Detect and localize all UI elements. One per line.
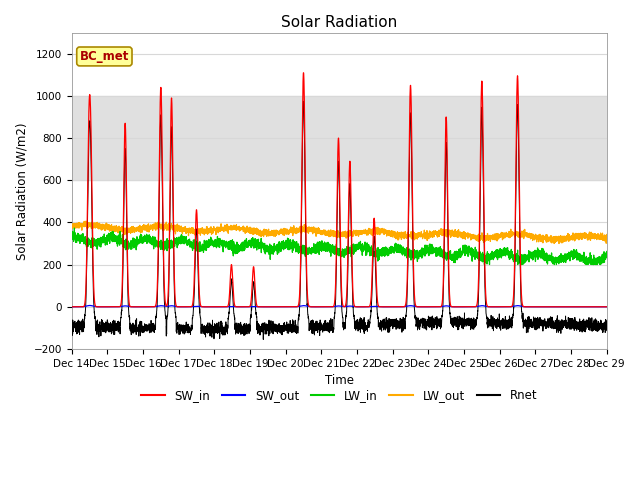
SW_in [164,297,172,303]
Rnet [429,316,437,322]
LW_out [459,231,467,237]
Rnet [319,325,327,331]
Rnet [164,309,172,315]
Line: Rnet: Rnet [72,101,607,339]
SW_in [602,304,610,310]
LW_in [459,246,467,252]
Rnet [259,336,267,342]
LW_in [429,250,437,256]
SW_out [319,304,327,310]
Line: SW_in: SW_in [72,73,607,307]
SW_out [164,303,172,309]
LW_out [164,224,172,229]
LW_in [68,234,76,240]
LW_in [319,245,327,251]
SW_out [459,304,467,310]
LW_in [602,251,610,256]
LW_out [603,232,611,238]
SW_out [490,304,497,310]
SW_in [576,304,584,310]
LW_out [319,230,327,236]
Bar [72,96,607,180]
Line: LW_out: LW_out [72,221,607,243]
X-axis label: Time: Time [324,374,354,387]
SW_in [429,304,437,310]
SW_out [603,304,611,310]
LW_out [82,218,90,224]
SW_out [86,302,93,308]
LW_in [70,225,78,231]
Rnet [603,328,611,334]
Rnet [460,326,467,332]
SW_in [459,304,467,310]
Line: SW_out: SW_out [72,305,607,307]
Title: Solar Radiation: Solar Radiation [281,15,397,30]
Legend: SW_in, SW_out, LW_in, LW_out, Rnet: SW_in, SW_out, LW_in, LW_out, Rnet [136,384,542,407]
SW_out [68,304,76,310]
LW_out [602,240,610,246]
Rnet [602,321,610,326]
SW_out [429,304,437,310]
Text: BC_met: BC_met [79,50,129,63]
LW_in [490,251,497,257]
SW_in [68,304,76,310]
LW_in [164,238,172,244]
LW_in [481,262,488,267]
SW_in [603,304,611,310]
Rnet [68,322,76,327]
LW_out [429,233,437,239]
SW_in [319,304,327,310]
Rnet [300,98,307,104]
LW_out [68,222,76,228]
Y-axis label: Solar Radiation (W/m2): Solar Radiation (W/m2) [15,122,28,260]
SW_in [300,70,307,76]
LW_out [490,234,497,240]
LW_out [550,240,558,246]
Line: LW_in: LW_in [72,228,607,264]
Rnet [490,328,497,334]
SW_out [602,304,610,310]
LW_in [603,249,611,254]
SW_in [490,304,497,310]
